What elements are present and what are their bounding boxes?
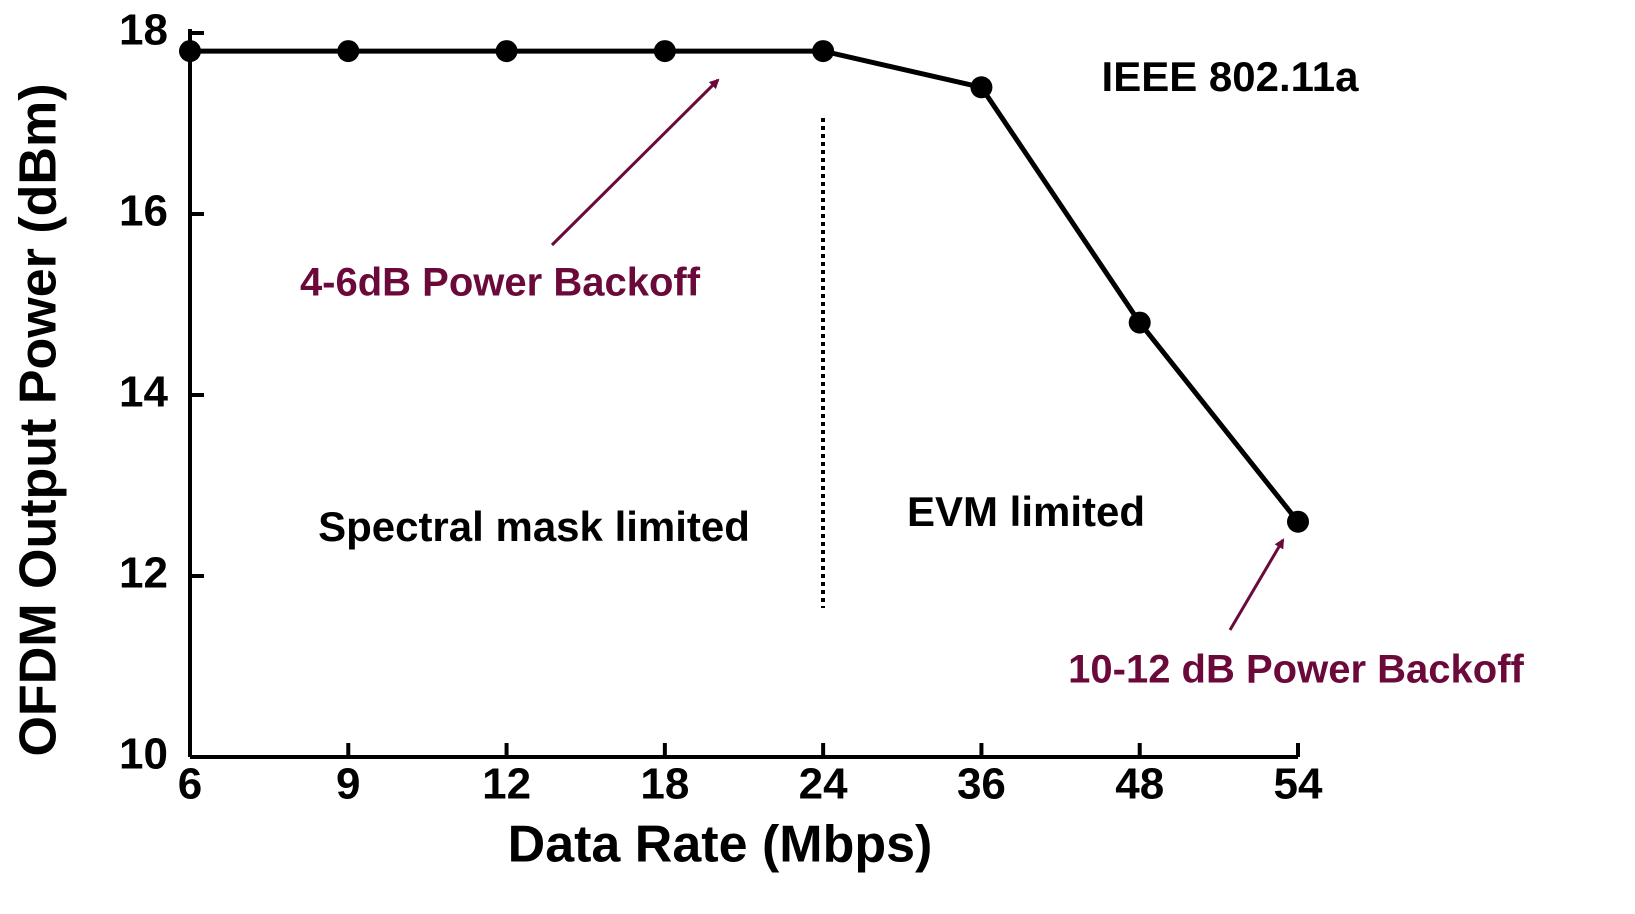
annotation: IEEE 802.11a: [1102, 53, 1360, 100]
x-tick-label: 9: [336, 760, 360, 809]
marker: [653, 40, 676, 63]
marker: [337, 40, 360, 63]
marker: [495, 40, 518, 63]
line: [190, 48, 1300, 524]
marker: [1128, 311, 1151, 334]
x-tick-label: 18: [640, 760, 689, 809]
y-tick-label: 12: [119, 549, 168, 598]
x-tick-label: 36: [957, 760, 1006, 809]
y-tick-label: 10: [119, 730, 168, 779]
marker: [812, 40, 835, 63]
x-tick-label: 48: [1115, 760, 1164, 809]
y-axis-title: OFDM Output Power (dBm): [10, 83, 68, 756]
arrow: [550, 78, 720, 247]
arrow: [1228, 538, 1285, 631]
x-tick-label: 6: [178, 760, 202, 809]
annotation: 10-12 dB Power Backoff: [1068, 648, 1524, 692]
marker: [1287, 510, 1309, 533]
annotation: EVM limited: [907, 488, 1145, 535]
x-axis-title: Data Rate (Mbps): [508, 816, 933, 874]
x-tick-label: 12: [482, 760, 531, 809]
annotation: 4-6dB Power Backoff: [300, 261, 701, 305]
marker: [179, 40, 201, 63]
annotation: Spectral mask limited: [318, 503, 750, 550]
x-tick-label: 24: [799, 760, 848, 809]
y-tick-label: 14: [119, 368, 168, 417]
y-tick-label: 18: [119, 6, 168, 55]
marker: [970, 76, 993, 99]
y-tick-label: 16: [119, 187, 168, 236]
x-tick-label: 54: [1274, 760, 1323, 809]
